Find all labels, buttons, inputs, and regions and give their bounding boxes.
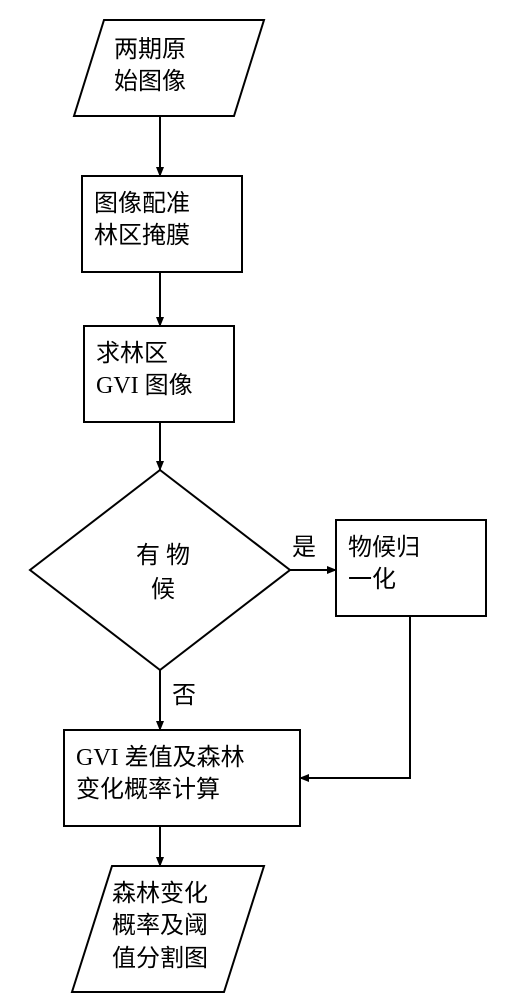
- node-label-n4: 有 物 候: [98, 540, 228, 607]
- node-label-n3: 求林区 GVI 图像: [96, 338, 236, 403]
- edge-label-e4: 是: [292, 532, 316, 564]
- node-label-n2: 图像配准 林区掩膜: [94, 188, 244, 253]
- node-label-n6: GVI 差值及森林 变化概率计算: [76, 742, 306, 807]
- node-label-n7: 森林变化 概率及阈 值分割图: [112, 878, 252, 975]
- edge-e6: [300, 616, 410, 778]
- node-label-n5: 物候归 一化: [348, 532, 498, 597]
- node-label-n1: 两期原 始图像: [114, 34, 244, 99]
- edge-label-e5: 否: [172, 680, 196, 712]
- flowchart-canvas: [0, 0, 506, 1000]
